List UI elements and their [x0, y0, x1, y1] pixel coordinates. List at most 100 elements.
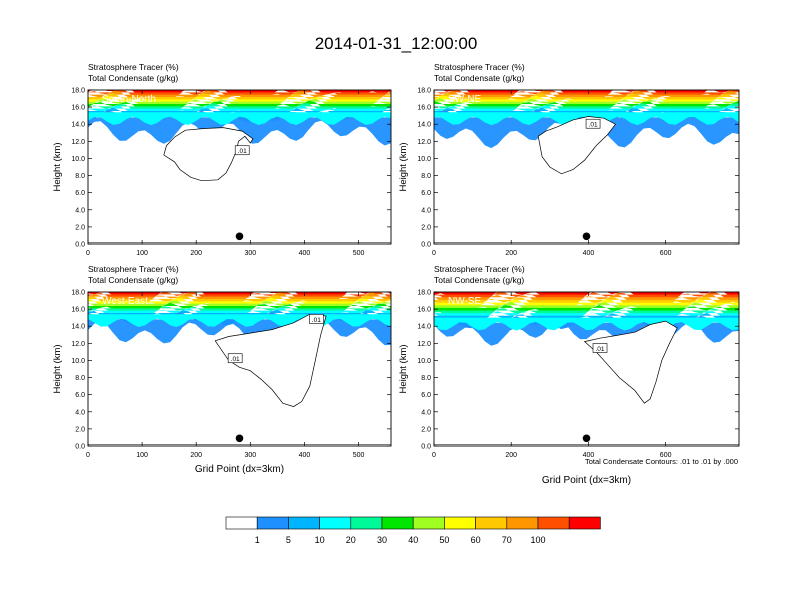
colorbar-swatch	[319, 516, 352, 530]
y-tick-label: 4.0	[421, 207, 431, 214]
y-tick-label: 14.0	[71, 324, 85, 331]
panels-group: Stratosphere Tracer (%)Total Condensate …	[52, 62, 740, 486]
y-tick-label: 18.0	[71, 290, 85, 297]
colorbar-swatch	[381, 516, 414, 530]
plot-area: .01 NW-SE	[434, 292, 739, 446]
location-marker	[235, 434, 244, 443]
y-tick-label: 18.0	[71, 88, 85, 95]
x-tick-label: 100	[136, 452, 148, 459]
plot-frame	[87, 89, 392, 245]
tracer-transition	[434, 112, 739, 126]
y-tick-label: 18.0	[417, 290, 431, 297]
panel-bottom-left: Stratosphere Tracer (%)Total Condensate …	[52, 264, 392, 475]
x-tick-label: 400	[583, 250, 595, 257]
colorbar-label: 60	[471, 535, 481, 545]
colorbar-swatch	[256, 516, 289, 530]
x-tick-label: 0	[432, 452, 436, 459]
colorbar-label: 30	[377, 535, 387, 545]
x-tick-label: 400	[299, 250, 311, 257]
y-axis-label: Height (km)	[52, 142, 63, 191]
plot-frame	[433, 291, 740, 447]
y-tick-label: 10.0	[417, 358, 431, 365]
colorbar-swatch	[288, 516, 320, 530]
location-marker	[582, 232, 591, 241]
contour-label: .01	[589, 122, 598, 129]
y-tick-label: 14.0	[71, 122, 85, 129]
location-marker	[235, 232, 244, 241]
contour-label-box	[592, 343, 608, 353]
plot-frame	[87, 291, 392, 447]
y-tick-label: 16.0	[417, 307, 431, 314]
x-tick-label: 300	[244, 250, 256, 257]
subtitle-tracer: Stratosphere Tracer (%)	[434, 264, 525, 274]
x-tick-label: 0	[86, 250, 90, 257]
panel-bottom-right: Stratosphere Tracer (%)Total Condensate …	[398, 264, 740, 486]
panel-label: South-North	[102, 94, 156, 105]
subtitle-tracer: Stratosphere Tracer (%)	[434, 62, 525, 72]
colorbar-swatch	[412, 516, 445, 530]
contour-label-box	[309, 314, 324, 324]
y-tick-label: 14.0	[417, 122, 431, 129]
tracer-band-1	[434, 292, 739, 302]
x-tick-label: 600	[660, 250, 672, 257]
y-tick-label: 16.0	[71, 307, 85, 314]
location-marker	[582, 434, 591, 443]
colorbar-swatch	[225, 516, 258, 530]
contour-label-box	[585, 118, 601, 129]
y-tick-label: 4.0	[421, 409, 431, 416]
x-tick-label: 300	[244, 452, 256, 459]
y-tick-label: 16.0	[71, 105, 85, 112]
y-tick-label: 6.0	[75, 190, 85, 197]
subtitle-condensate: Total Condensate (g/kg)	[434, 275, 524, 285]
subtitle-condensate: Total Condensate (g/kg)	[434, 73, 524, 83]
y-axis-label: Height (km)	[398, 344, 409, 393]
tracer-fringe	[88, 319, 391, 346]
colorbar-label: 40	[408, 535, 418, 545]
colorbar-swatch	[444, 516, 476, 530]
colorbar-label: 20	[346, 535, 356, 545]
tracer-band-1	[88, 90, 391, 100]
y-axis-label: Height (km)	[398, 142, 409, 191]
panel-label: SW-NE	[448, 94, 481, 105]
y-tick-label: 2.0	[75, 224, 85, 231]
colorbar: 1 5 10 20 30 40 50 60 70 100	[225, 516, 601, 545]
y-tick-label: 2.0	[75, 426, 85, 433]
x-tick-label: 0	[86, 452, 90, 459]
y-tick-label: 2.0	[421, 426, 431, 433]
y-tick-label: 10.0	[71, 358, 85, 365]
plot-area: .01 .01 West-East	[88, 292, 391, 446]
x-tick-label: 0	[432, 250, 436, 257]
condensate-contour	[583, 320, 678, 404]
y-tick-label: 8.0	[75, 173, 85, 180]
colorbar-label: 1	[255, 535, 260, 545]
x-axis-label: Grid Point (dx=3km)	[542, 475, 631, 486]
plot-area: .01 South-North	[88, 90, 391, 244]
panel-top-right: Stratosphere Tracer (%)Total Condensate …	[398, 62, 740, 257]
subtitle-condensate: Total Condensate (g/kg)	[88, 73, 178, 83]
y-tick-label: 4.0	[75, 409, 85, 416]
panel-top-left: Stratosphere Tracer (%)Total Condensate …	[52, 62, 392, 257]
colorbar-swatch	[350, 516, 383, 530]
y-tick-label: 12.0	[71, 139, 85, 146]
contour-label: .01	[312, 317, 321, 324]
y-tick-label: 8.0	[421, 375, 431, 382]
x-tick-label: 200	[505, 250, 517, 257]
y-tick-label: 16.0	[417, 105, 431, 112]
condensate-contour	[537, 116, 617, 175]
tracer-fringe	[88, 117, 391, 146]
contour-label-2-box	[227, 353, 243, 364]
contour-footnote: Total Condensate Contours: .01 to .01 by…	[585, 457, 738, 466]
y-tick-label: 0.0	[75, 444, 85, 451]
contour-label: .01	[595, 346, 604, 353]
subtitle-tracer: Stratosphere Tracer (%)	[88, 62, 179, 72]
y-tick-label: 12.0	[417, 341, 431, 348]
y-tick-label: 6.0	[75, 392, 85, 399]
panel-label: West-East	[102, 296, 148, 307]
contour-label-2: .01	[231, 356, 240, 363]
panel-label: NW-SE	[448, 296, 481, 307]
colorbar-label: 10	[315, 535, 325, 545]
y-tick-label: 12.0	[417, 139, 431, 146]
colorbar-swatch	[475, 516, 508, 530]
x-axis-label: Grid Point (dx=3km)	[195, 464, 284, 475]
